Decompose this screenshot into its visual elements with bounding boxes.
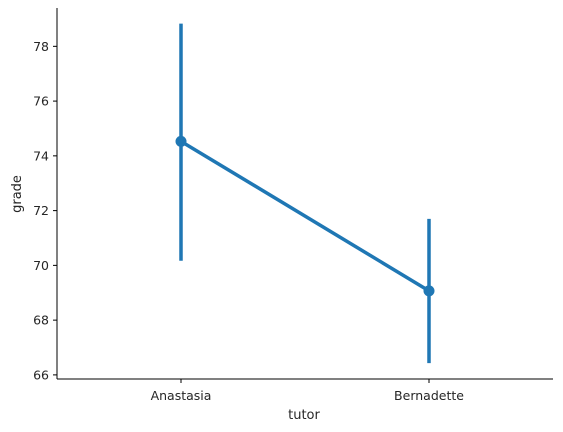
y-tick-label: 66 xyxy=(33,367,49,382)
plot-marks xyxy=(175,23,435,364)
y-tick-label: 76 xyxy=(33,94,49,109)
data-point xyxy=(423,285,435,297)
series-line xyxy=(180,139,430,293)
y-tick-label: 70 xyxy=(33,258,49,273)
x-tick-label: Anastasia xyxy=(151,388,212,403)
y-tick-label: 72 xyxy=(33,203,49,218)
y-tick-label: 74 xyxy=(33,148,49,163)
data-point xyxy=(175,135,187,147)
x-axis-label: tutor xyxy=(288,408,320,423)
axes: 66 68 70 72 74 76 78 Anastasia Bernadette xyxy=(33,8,553,403)
x-tick-label: Bernadette xyxy=(394,388,464,403)
y-axis-label: grade xyxy=(10,175,25,213)
y-tick-label: 68 xyxy=(33,313,49,328)
y-tick-label: 78 xyxy=(33,39,49,54)
